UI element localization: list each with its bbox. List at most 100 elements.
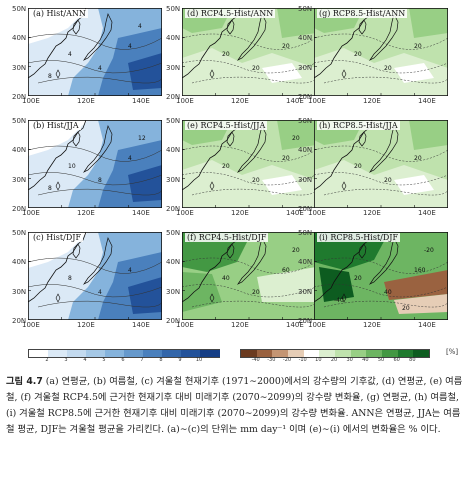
lat-tick-label: 50N — [298, 5, 313, 13]
taiwan-outline — [341, 69, 347, 79]
caption-label: 그림 4.7 — [6, 376, 43, 387]
colorbar-tick-label: 7 — [140, 357, 144, 363]
lon-tick-label: 120E — [363, 209, 381, 217]
contour-label: 20 — [222, 163, 230, 170]
lat-tick-label: 30N — [12, 287, 27, 296]
colorbar-segment — [181, 350, 201, 357]
lat-tick-label: 40N — [12, 258, 27, 267]
contour-label: 60 — [282, 267, 290, 274]
colorbar-tick-label: 80 — [409, 357, 416, 363]
lon-tick-label: 140E — [132, 321, 150, 329]
lat-tick-label: 50N — [166, 117, 181, 125]
lat-tick-label: 20N — [166, 205, 181, 213]
contour-label: 20 — [402, 305, 410, 312]
lat-tick-label: 30N — [12, 63, 27, 72]
colorbar-segment — [319, 350, 336, 357]
lat-tick-label: 20N — [166, 93, 181, 101]
contour-label: 8 — [48, 185, 52, 192]
coastline — [314, 232, 373, 303]
contour-label: -40 — [334, 297, 344, 304]
korea-outline — [72, 19, 81, 35]
lat-tick-label: 40N — [166, 146, 181, 155]
figure-caption: 그림 4.7 (a) 연평균, (b) 여름철, (c) 겨울철 현재기후 (1… — [6, 374, 466, 438]
coastline — [314, 8, 373, 79]
colorbar-segment — [241, 350, 258, 357]
map-panel-c: 4 4 8 (c) Hist/DJF — [28, 232, 162, 320]
colorbar-segment — [143, 350, 163, 357]
taiwan-outline — [209, 293, 215, 303]
contour-label: 40 — [222, 275, 230, 282]
lat-tick-label: 40N — [298, 258, 313, 267]
contour-label: 20 — [282, 43, 290, 50]
lon-tick-label: 120E — [231, 209, 249, 217]
contour-label: 20 — [354, 51, 362, 58]
lat-tick-label: 50N — [166, 229, 181, 237]
lat-tick-label: 40N — [12, 34, 27, 43]
taiwan-outline — [209, 69, 215, 79]
map-plot-a: 4 4 4 4 8 — [28, 8, 162, 96]
map-plot-i: 160 40 20 -20 -40 20 — [314, 232, 448, 320]
colorbar-tick-label: -30 — [267, 357, 276, 363]
panel-title: (h) RCP8.5-Hist/JJA — [317, 121, 400, 130]
lat-tick-label: 30N — [298, 175, 313, 184]
map-panel-b: 4 8 10 12 8 (b) Hist/JJA — [28, 120, 162, 208]
contour-label: 4 — [138, 23, 142, 30]
colorbar-tick-label: 10 — [195, 357, 203, 363]
lat-tick-label: 50N — [298, 229, 313, 237]
map-plot-c: 4 4 8 — [28, 232, 162, 320]
lon-tick-label: 140E — [418, 321, 436, 329]
colorbar-tick-label: 2 — [45, 357, 49, 363]
colorbar-segment — [397, 350, 414, 357]
coastline — [182, 232, 241, 303]
caption-text: (a) 연평균, (b) 여름철, (c) 겨울철 현재기후 (1971∼200… — [6, 376, 463, 435]
figure-grid: 4 4 4 4 8 (a) Hist/ANN 50N 40N 30N 20N 100E 120E 140… — [12, 5, 448, 329]
lon-tick-label: 120E — [231, 97, 249, 105]
lat-tick-label: 30N — [298, 287, 313, 296]
lat-tick-label: 50N — [298, 117, 313, 125]
colorbar-segment — [382, 350, 399, 357]
lat-tick-label: 40N — [166, 34, 181, 43]
lon-tick-label: 100E — [308, 209, 326, 217]
lon-tick-label: 100E — [308, 321, 326, 329]
lon-tick-label: 140E — [418, 209, 436, 217]
panel-title: (a) Hist/ANN — [31, 9, 88, 18]
korea-outline — [358, 243, 367, 259]
colorbar-tick-label: 20 — [330, 357, 338, 363]
colorbar-segment — [200, 350, 220, 357]
korea-outline — [358, 131, 367, 147]
colorbar-tick-label: 3 — [64, 357, 68, 363]
lat-tick-label: 20N — [12, 93, 27, 101]
contour-label: 4 — [98, 289, 102, 296]
lat-tick-label: 20N — [298, 93, 313, 101]
contour-label: 8 — [98, 177, 102, 184]
coastline — [314, 120, 373, 191]
lat-tick-label: 30N — [166, 63, 181, 72]
map-panel-g: 20 20 20 (g) RCP8.5-Hist/ANN — [314, 8, 448, 96]
colorbar-segment — [335, 350, 352, 357]
colorbar-tick-label: 50 — [377, 357, 385, 363]
contour-label: 20 — [292, 135, 300, 142]
colorbar-tick-label: 10 — [315, 357, 322, 363]
map-plot-f: 60 20 40 20 — [182, 232, 316, 320]
contour-label: 4 — [128, 43, 132, 50]
lon-tick-label: 100E — [176, 97, 194, 105]
panel-title: (e) RCP4.5-Hist/JJA — [185, 121, 268, 130]
coastline — [182, 8, 241, 79]
japan-outline — [82, 12, 113, 61]
lon-tick-label: 140E — [132, 209, 150, 217]
korea-outline — [226, 19, 235, 35]
colorbar-tick-label: -40 — [251, 357, 260, 363]
lon-tick-label: 140E — [286, 209, 304, 217]
map-panel-e: 20 20 20 20 (e) RCP4.5-Hist/JJA — [182, 120, 316, 208]
lon-tick-label: 120E — [77, 321, 95, 329]
japan-outline — [236, 124, 267, 173]
lat-tick-label: 50N — [166, 5, 181, 13]
contour-label: 20 — [292, 247, 300, 254]
lat-tick-label: 30N — [166, 287, 181, 296]
contour-label: 20 — [252, 65, 260, 72]
lon-tick-label: 100E — [176, 321, 194, 329]
map-plot-d: 20 20 20 — [182, 8, 316, 96]
colorbar-segment — [256, 350, 273, 357]
contour-label: 20 — [414, 155, 422, 162]
colorbar-segment — [366, 350, 383, 357]
